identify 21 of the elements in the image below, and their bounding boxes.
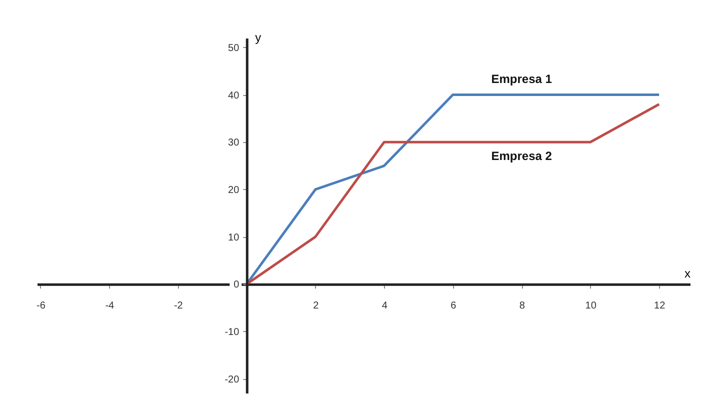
- x-tick-label: 10: [585, 300, 597, 312]
- x-tick-label: 6: [450, 300, 457, 312]
- y-tick-label: 50: [228, 42, 240, 54]
- x-tick-label: 2: [313, 300, 320, 312]
- y-tick-label: -20: [224, 374, 240, 386]
- y-tick-label: 0: [234, 280, 240, 291]
- x-tick-label: 12: [654, 300, 666, 312]
- y-tick-label: -10: [224, 326, 240, 338]
- x-tick-label: 4: [382, 300, 388, 312]
- y-tick-label: 10: [228, 232, 240, 244]
- series-label: Empresa 1: [491, 72, 552, 86]
- x-tick-label: 8: [519, 300, 526, 312]
- y-tick-label: 30: [228, 138, 240, 149]
- x-tick-label: -2: [174, 300, 184, 312]
- y-tick-label: 20: [228, 184, 240, 196]
- x-axis-title: x: [684, 266, 690, 281]
- y-axis-title: y: [255, 30, 262, 44]
- x-tick-label: -4: [105, 300, 115, 312]
- series-label: Empresa 2: [491, 149, 552, 164]
- x-tick-label: -6: [36, 300, 46, 312]
- y-tick-label: 40: [228, 90, 240, 102]
